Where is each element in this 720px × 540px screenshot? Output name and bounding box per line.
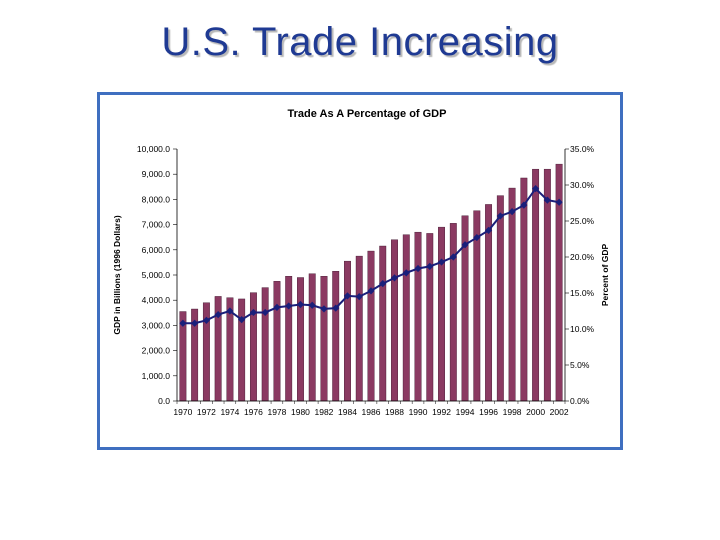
- x-tick-label: 1974: [220, 407, 239, 417]
- trade-percent-marker: [226, 307, 234, 315]
- gdp-bar: [543, 168, 551, 402]
- trade-percent-marker: [543, 196, 551, 204]
- x-tick-label: 1978: [267, 407, 286, 417]
- gdp-bar: [355, 255, 363, 402]
- trade-percent-marker: [484, 226, 493, 234]
- gdp-bar: [532, 168, 540, 402]
- x-tick-label: 2000: [526, 407, 545, 417]
- left-tick-label: 5,000.0: [142, 270, 171, 280]
- left-tick-label: 1,000.0: [142, 371, 171, 381]
- slide-title: U.S. Trade Increasing: [161, 20, 559, 64]
- left-tick-label: 3,000.0: [142, 320, 171, 330]
- x-tick-label: 1992: [432, 407, 451, 417]
- trade-percent-marker: [179, 319, 187, 327]
- x-tick-label: 1970: [173, 407, 192, 417]
- x-tick-label: 1984: [338, 407, 357, 417]
- x-tick-label: 1976: [244, 407, 263, 417]
- trade-percent-marker: [508, 208, 516, 216]
- left-tick-label: 2,000.0: [142, 346, 171, 356]
- left-tick-label: 4,000.0: [142, 295, 171, 305]
- gdp-bar: [508, 187, 516, 402]
- gdp-bar: [297, 277, 304, 402]
- trade-percent-marker: [520, 201, 528, 209]
- gdp-bar: [379, 245, 387, 402]
- left-tick-label: 10,000.0: [137, 144, 170, 154]
- right-tick-label: 15.0%: [570, 288, 595, 298]
- x-tick-label: 1986: [362, 407, 381, 417]
- gdp-bar: [414, 231, 422, 402]
- gdp-bar: [367, 250, 375, 402]
- tick-labels-layer: 0.0 1,000.0 2,000.0 3,000.0 4,000.0 5,000.0 6,…: [137, 144, 595, 417]
- gdp-bar: [426, 233, 434, 402]
- left-tick-label: 0.0: [158, 396, 170, 406]
- x-tick-label: 1996: [479, 407, 498, 417]
- gdp-bar: [520, 177, 528, 402]
- left-tick-label: 6,000.0: [142, 245, 171, 255]
- trade-percent-marker: [238, 316, 246, 324]
- trade-percent-marker: [555, 198, 563, 206]
- x-tick-label: 1994: [456, 407, 475, 417]
- trade-percent-marker: [390, 274, 399, 282]
- left-tick-label: 8,000.0: [142, 194, 171, 204]
- right-tick-label: 5.0%: [570, 360, 590, 370]
- x-tick-label: 1982: [315, 407, 334, 417]
- gdp-bar: [320, 276, 328, 402]
- right-axis-title: Percent of GDP: [600, 244, 610, 307]
- gdp-bar: [344, 260, 351, 402]
- gdp-bar: [449, 223, 457, 402]
- gdp-bar: [332, 271, 340, 402]
- x-tick-label: 1980: [291, 407, 310, 417]
- trade-percent-marker: [202, 316, 210, 324]
- right-tick-label: 25.0%: [570, 216, 595, 226]
- chart-title: Trade As A Percentage of GDP: [288, 108, 447, 120]
- trade-percent-marker: [414, 264, 422, 273]
- gdp-bar: [273, 281, 281, 402]
- right-tick-label: 10.0%: [570, 324, 595, 334]
- gdp-bar: [308, 273, 316, 402]
- gdp-bar: [402, 234, 410, 402]
- x-tick-label: 1988: [385, 407, 404, 417]
- x-tick-label: 2002: [550, 407, 569, 417]
- trade-percent-marker: [191, 319, 199, 327]
- axes-layer: [173, 148, 569, 404]
- right-tick-label: 35.0%: [570, 144, 595, 154]
- trade-percent-marker: [332, 304, 340, 312]
- trade-percent-marker: [261, 308, 269, 317]
- trade-percent-marker: [532, 185, 540, 193]
- trade-chart: Trade As A Percentage of GDP 0.0 1,000.0 2…: [112, 108, 610, 417]
- left-axis-title: GDP in Billions (1996 Dollars): [112, 215, 122, 335]
- gdp-bar: [285, 276, 293, 402]
- left-tick-label: 7,000.0: [142, 220, 171, 230]
- gdp-bar: [496, 195, 504, 402]
- trade-percent-marker: [461, 241, 469, 249]
- gdp-bar: [238, 298, 246, 402]
- gdp-bar: [391, 239, 398, 402]
- gdp-bar: [261, 287, 269, 402]
- chart-frame: Trade As A Percentage of GDP 0.0 1,000.0 2…: [97, 92, 623, 450]
- right-tick-label: 30.0%: [570, 180, 595, 190]
- trade-percent-marker: [473, 233, 481, 242]
- gdp-bar: [438, 226, 445, 402]
- trade-percent-marker: [249, 308, 258, 317]
- bars-layer: [179, 163, 563, 402]
- right-tick-label: 0.0%: [570, 396, 590, 406]
- x-tick-label: 1990: [409, 407, 428, 417]
- x-tick-label: 1998: [503, 407, 522, 417]
- left-tick-label: 9,000.0: [142, 169, 171, 179]
- trade-percent-marker: [496, 212, 504, 220]
- trade-percent-marker: [402, 269, 410, 277]
- trade-percent-marker: [449, 253, 457, 261]
- x-tick-label: 1972: [197, 407, 216, 417]
- right-tick-label: 20.0%: [570, 252, 595, 262]
